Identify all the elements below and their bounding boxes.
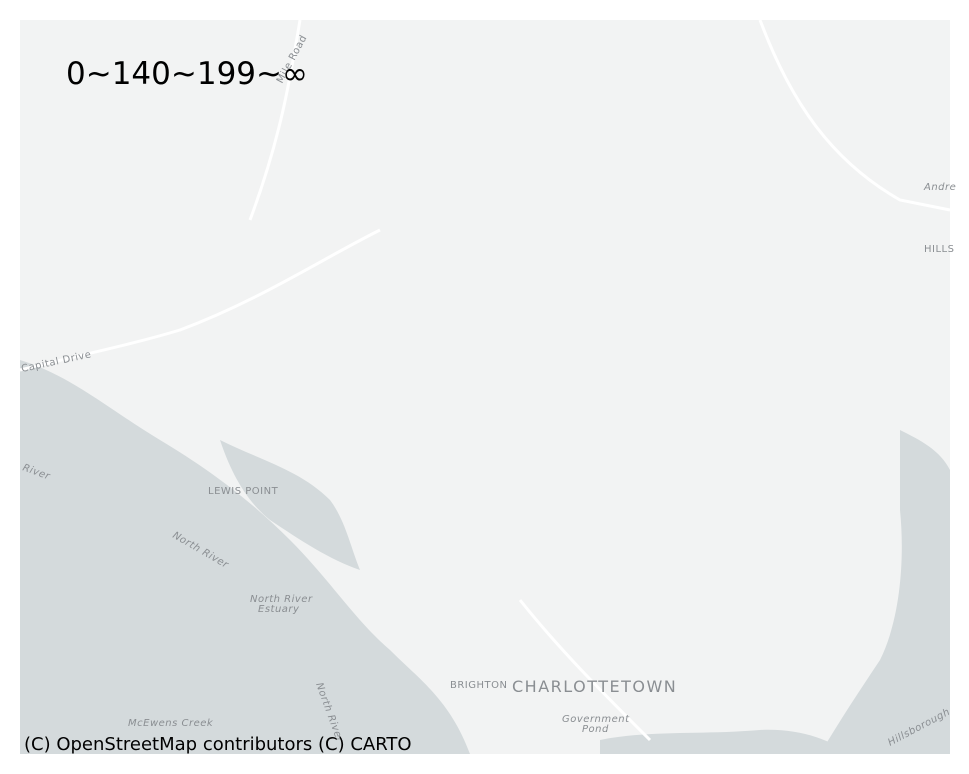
place-label: McEwens Creek (128, 718, 214, 729)
road-east (758, 19, 951, 212)
road-capital-drive (19, 228, 381, 372)
place-label: North River (250, 594, 313, 605)
place-label: BRIGHTON (450, 680, 508, 691)
attribution: (C) OpenStreetMap contributors (C) CARTO (24, 734, 412, 755)
place-label: Andre (923, 182, 956, 193)
place-label: HILLS (924, 244, 954, 255)
legend-title: 0~140~199~∞ (66, 56, 308, 92)
place-label: LEWIS POINT (208, 486, 279, 497)
water-east (820, 430, 950, 754)
basemap: LEWIS POINT North River North River Estu… (19, 19, 956, 754)
place-label: Estuary (258, 604, 300, 615)
road-south (518, 599, 652, 742)
water-north-river (20, 500, 340, 754)
water-inlet (220, 440, 360, 570)
roads (19, 19, 951, 742)
place-label: Government (562, 714, 630, 725)
road-north (248, 19, 302, 221)
place-label-city: CHARLOTTETOWN (512, 677, 677, 696)
place-label: Pond (582, 724, 609, 735)
water-harbour (600, 729, 850, 754)
